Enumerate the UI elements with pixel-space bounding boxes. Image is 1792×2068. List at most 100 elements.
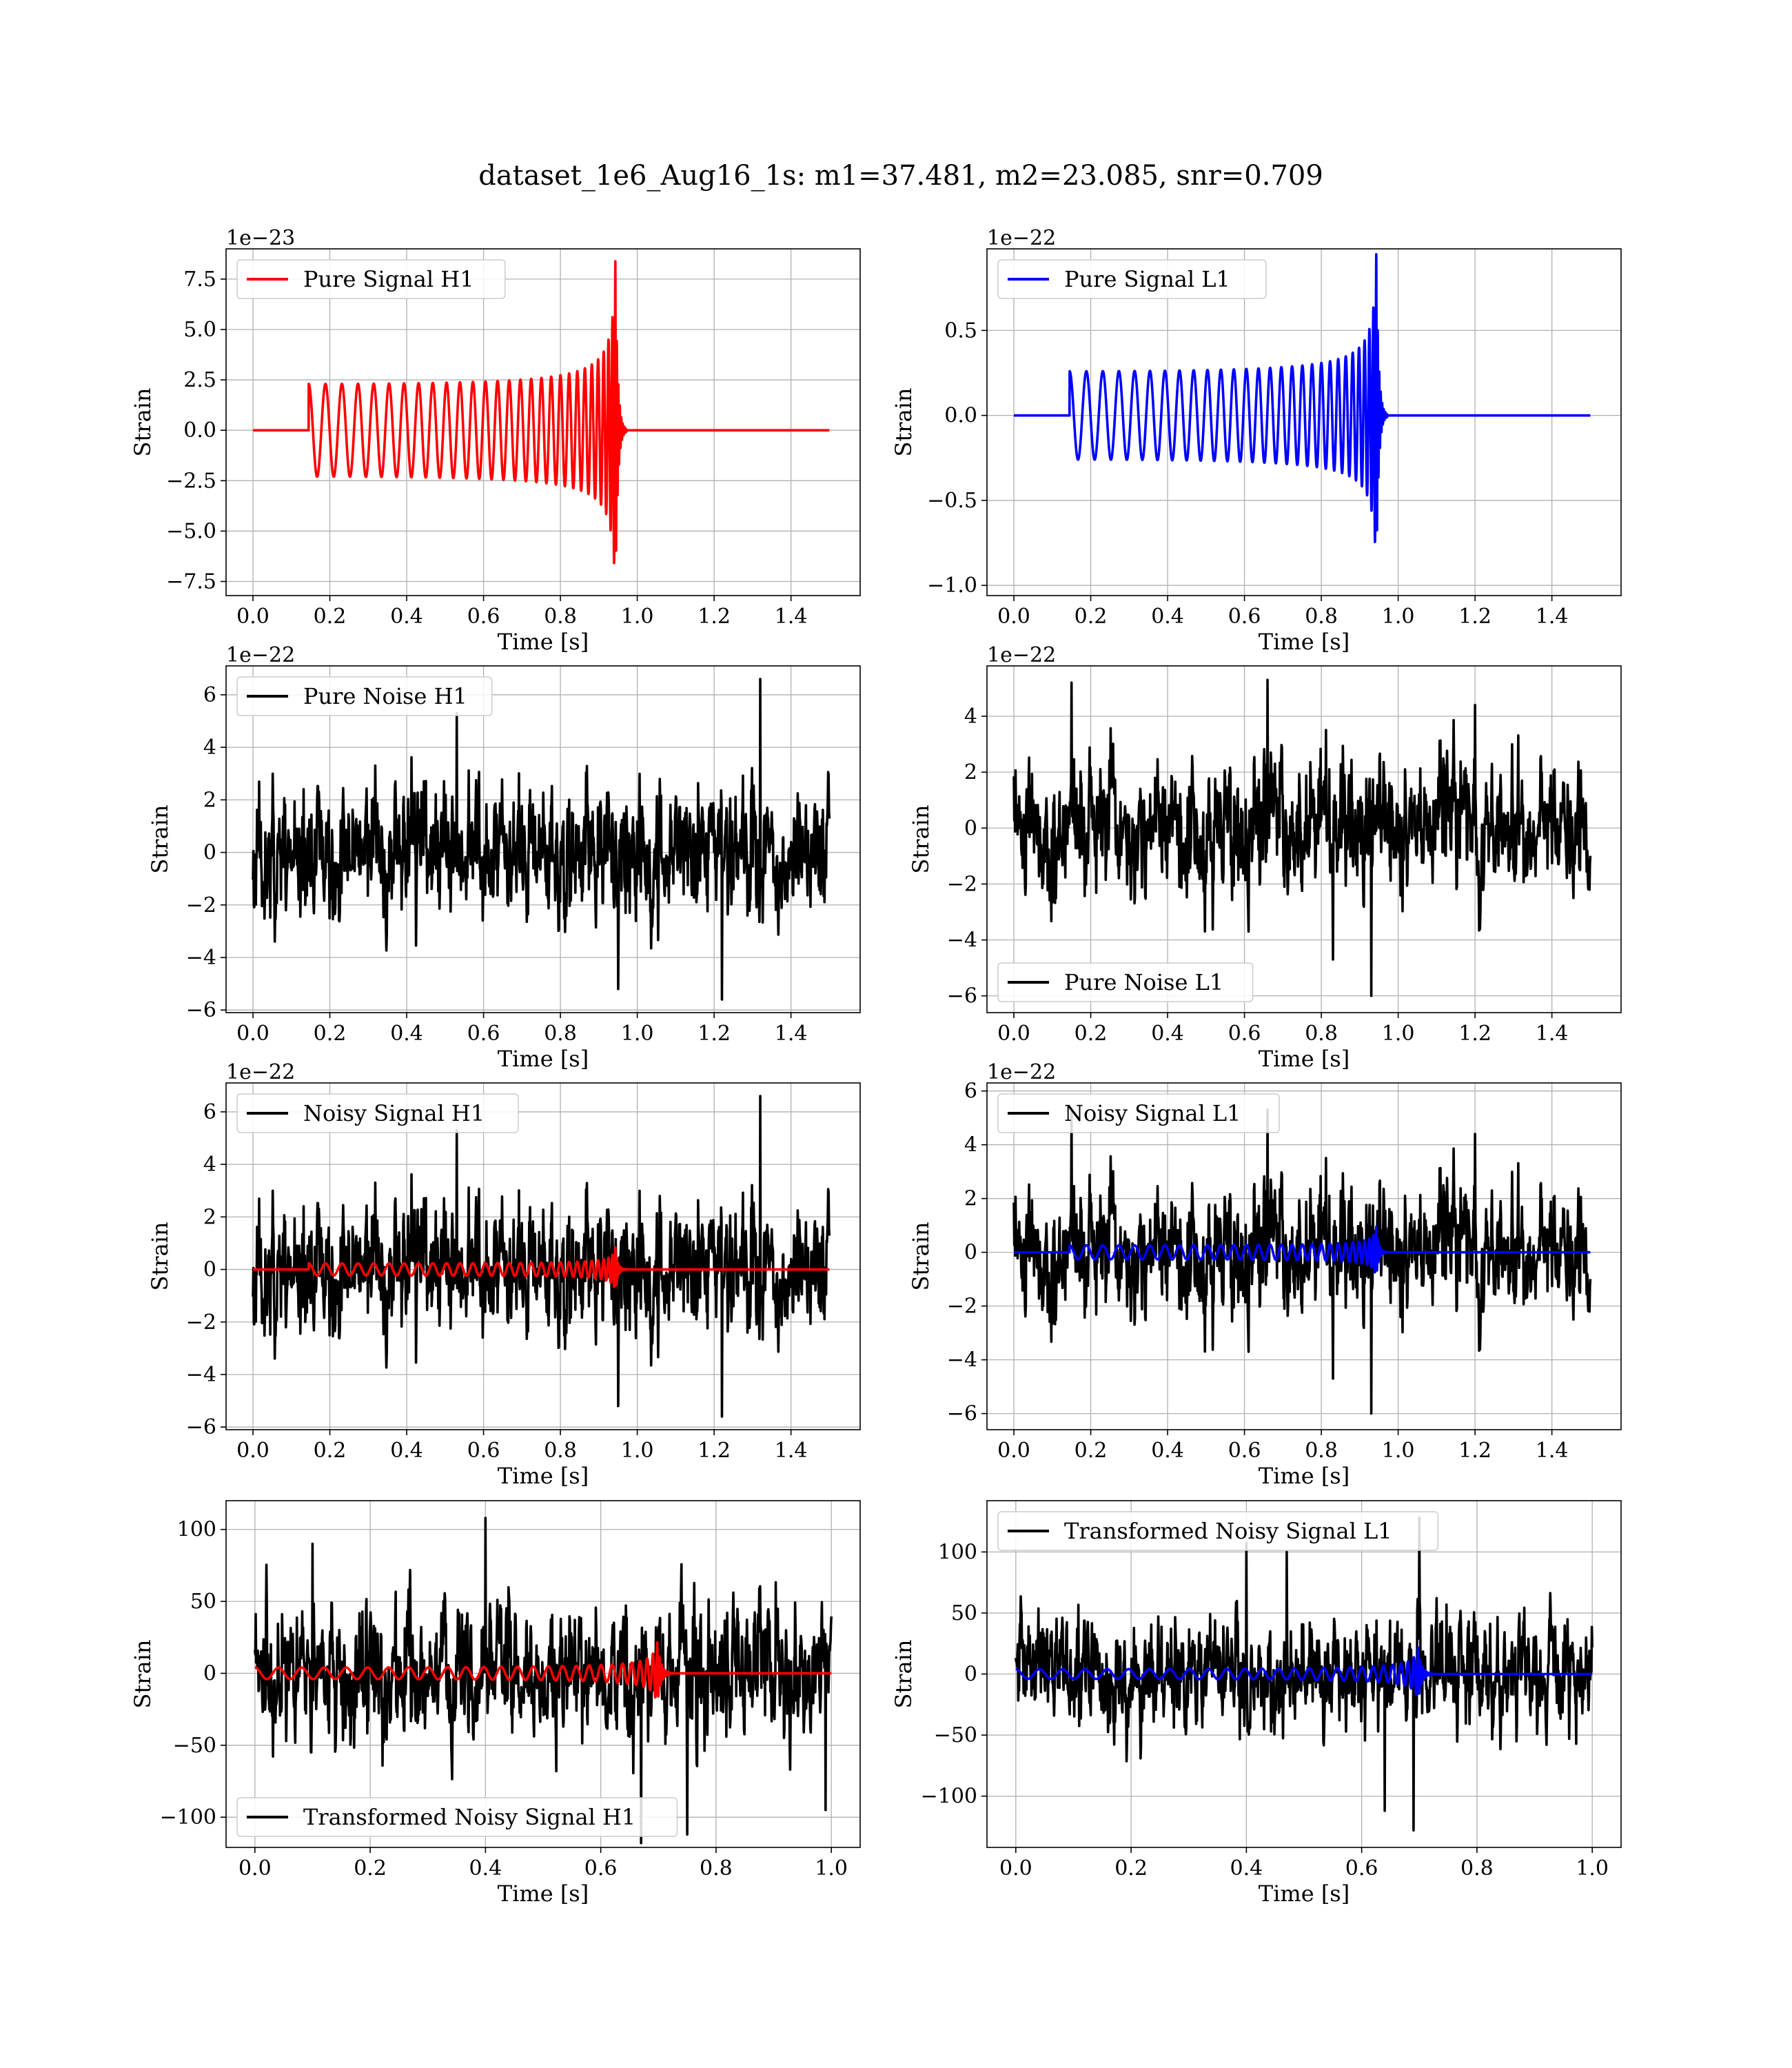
x-tick-label: 0.6 (584, 1856, 618, 1881)
x-tick-label: 0.0 (236, 605, 269, 629)
legend-box (236, 676, 493, 716)
series-group (1012, 1108, 1592, 1415)
y-tick-label: −1.0 (927, 574, 977, 598)
y-tick-label: −4 (947, 1348, 977, 1372)
axes-frame (986, 1082, 1622, 1430)
x-tick-label: 0.6 (1345, 1856, 1378, 1881)
panel-pure-noise-h1: 0.0 0.2 0.4 0.6 0.8 1.0 1.2 1.4 −6 −4 −2 0 2 4 6 Time [… (147, 643, 861, 1072)
series-group (1015, 1517, 1594, 1832)
y-tick-label: 50 (951, 1601, 977, 1625)
y-offset-label: 1e−22 (226, 643, 295, 667)
x-axis-label: Time [s] (1259, 1463, 1350, 1489)
axes-frame (986, 248, 1622, 596)
legend-box (997, 962, 1254, 1002)
x-tick-label: 0.8 (1460, 1856, 1494, 1881)
legend-box (997, 259, 1267, 299)
y-tick-label: −2.5 (166, 469, 216, 493)
y-tick-label: −2 (947, 872, 977, 896)
y-tick-label: 6 (964, 1079, 977, 1104)
legend: Transformed Noisy Signal H1 (236, 1797, 678, 1837)
series-group (1012, 678, 1592, 997)
x-tick-label: 1.0 (1382, 1022, 1415, 1046)
axes-frame (225, 248, 861, 596)
x-tick-label: 0.4 (469, 1856, 502, 1881)
y-tick-label: −50 (934, 1723, 977, 1747)
series-line-signal (252, 1246, 831, 1288)
y-tick-label: 0 (203, 1661, 216, 1685)
figure-title: dataset_1e6_Aug16_1s: m1=37.481, m2=23.0… (478, 160, 1323, 192)
legend-box (997, 1093, 1280, 1133)
x-axis-label: Time [s] (498, 1463, 589, 1489)
axes-frame (225, 665, 861, 1013)
x-tick-label: 0.0 (236, 1439, 269, 1463)
x-tick-label: 1.2 (1458, 1022, 1491, 1046)
x-tick-label: 0.0 (238, 1856, 272, 1881)
y-tick-label: −5.0 (166, 519, 216, 543)
x-tick-label: 1.4 (1536, 1439, 1569, 1463)
y-tick-label: −6 (947, 1402, 977, 1426)
y-axis-label: Strain (908, 1222, 934, 1291)
x-tick-label: 0.6 (467, 1022, 500, 1046)
axes-frame (225, 1500, 861, 1848)
x-tick-label: 0.4 (1230, 1856, 1263, 1881)
panel-noisy-signal-h1: 0.0 0.2 0.4 0.6 0.8 1.0 1.2 1.4 −6 −4 −2 0 2 4 6 Time [… (147, 1060, 861, 1489)
series-line-pure-signal-h1 (252, 260, 831, 565)
x-tick-label: 1.0 (815, 1856, 848, 1881)
x-axis-label: Time [s] (498, 629, 589, 655)
series-group (254, 1517, 833, 1845)
y-axis-label: Strain (890, 388, 917, 457)
x-tick-label: 0.8 (1305, 605, 1338, 629)
x-tick-label: 0.8 (1305, 1439, 1338, 1463)
x-tick-label: 0.6 (1228, 1022, 1261, 1046)
y-tick-label: −100 (160, 1805, 216, 1829)
panel-noisy-signal-l1: 0.0 0.2 0.4 0.6 0.8 1.0 1.2 1.4 −6 −4 −2 0 2 4 6 Time [… (908, 1060, 1622, 1489)
y-offset-label: 1e−22 (226, 1060, 295, 1084)
legend: Noisy Signal H1 (236, 1093, 519, 1133)
y-tick-label: 0 (964, 1663, 977, 1687)
x-tick-label: 0.8 (544, 605, 577, 629)
series-line-pure-signal-l1 (1012, 253, 1592, 544)
x-tick-label: 0.8 (544, 1439, 577, 1463)
y-tick-label: 6 (203, 1100, 216, 1124)
y-tick-label: 100 (177, 1518, 216, 1542)
y-axis-label: Strain (147, 1222, 173, 1291)
x-tick-label: 0.2 (1075, 605, 1108, 629)
series-line-pure-noise-h1 (252, 678, 831, 1001)
y-tick-label: −0.5 (927, 489, 977, 513)
legend-label: Transformed Noisy Signal H1 (303, 1804, 635, 1830)
legend-label: Pure Signal L1 (1064, 266, 1230, 292)
legend: Pure Signal H1 (236, 259, 506, 299)
y-tick-label: −6 (186, 1415, 216, 1439)
x-tick-label: 0.6 (467, 605, 500, 629)
x-tick-label: 1.0 (621, 1022, 654, 1046)
series-group (1012, 253, 1592, 544)
y-tick-label: −4 (186, 946, 216, 970)
legend-label: Noisy Signal L1 (1064, 1100, 1241, 1126)
x-tick-label: 0.4 (1151, 605, 1184, 629)
y-tick-label: −2 (947, 1295, 977, 1319)
series-line-pure-noise-l1 (1012, 678, 1592, 997)
x-tick-label: 0.4 (1151, 1439, 1184, 1463)
y-tick-label: −50 (173, 1734, 216, 1758)
y-tick-label: 0 (964, 1241, 977, 1265)
x-tick-label: 1.0 (1382, 1439, 1415, 1463)
legend: Noisy Signal L1 (997, 1093, 1280, 1133)
x-tick-label: 0.2 (1114, 1856, 1148, 1881)
series-line-noisy-signal-l1 (1012, 1108, 1592, 1415)
panel-pure-signal-h1: 0.0 0.2 0.4 0.6 0.8 1.0 1.2 1.4 −7.5 −5.0 −2.5 0.0 2… (130, 226, 861, 655)
x-axis-label: Time [s] (498, 1881, 589, 1907)
x-tick-label: 0.0 (999, 1856, 1032, 1881)
legend-label: Pure Signal H1 (303, 266, 474, 292)
x-axis-label: Time [s] (1259, 1881, 1350, 1907)
panel-pure-noise-l1: 0.0 0.2 0.4 0.6 0.8 1.0 1.2 1.4 −6 −4 −2 0 2 4 Time [s… (908, 643, 1622, 1072)
legend-box (236, 259, 506, 299)
x-tick-label: 1.4 (1536, 1022, 1569, 1046)
y-tick-label: 2 (203, 1205, 216, 1229)
y-tick-label: 0.0 (944, 404, 977, 428)
axes-frame (225, 1082, 861, 1430)
y-tick-label: 4 (203, 1153, 216, 1177)
x-tick-label: 0.4 (1151, 1022, 1184, 1046)
series-group (252, 1095, 831, 1418)
x-tick-label: 1.0 (621, 1439, 654, 1463)
x-tick-label: 0.8 (700, 1856, 733, 1881)
